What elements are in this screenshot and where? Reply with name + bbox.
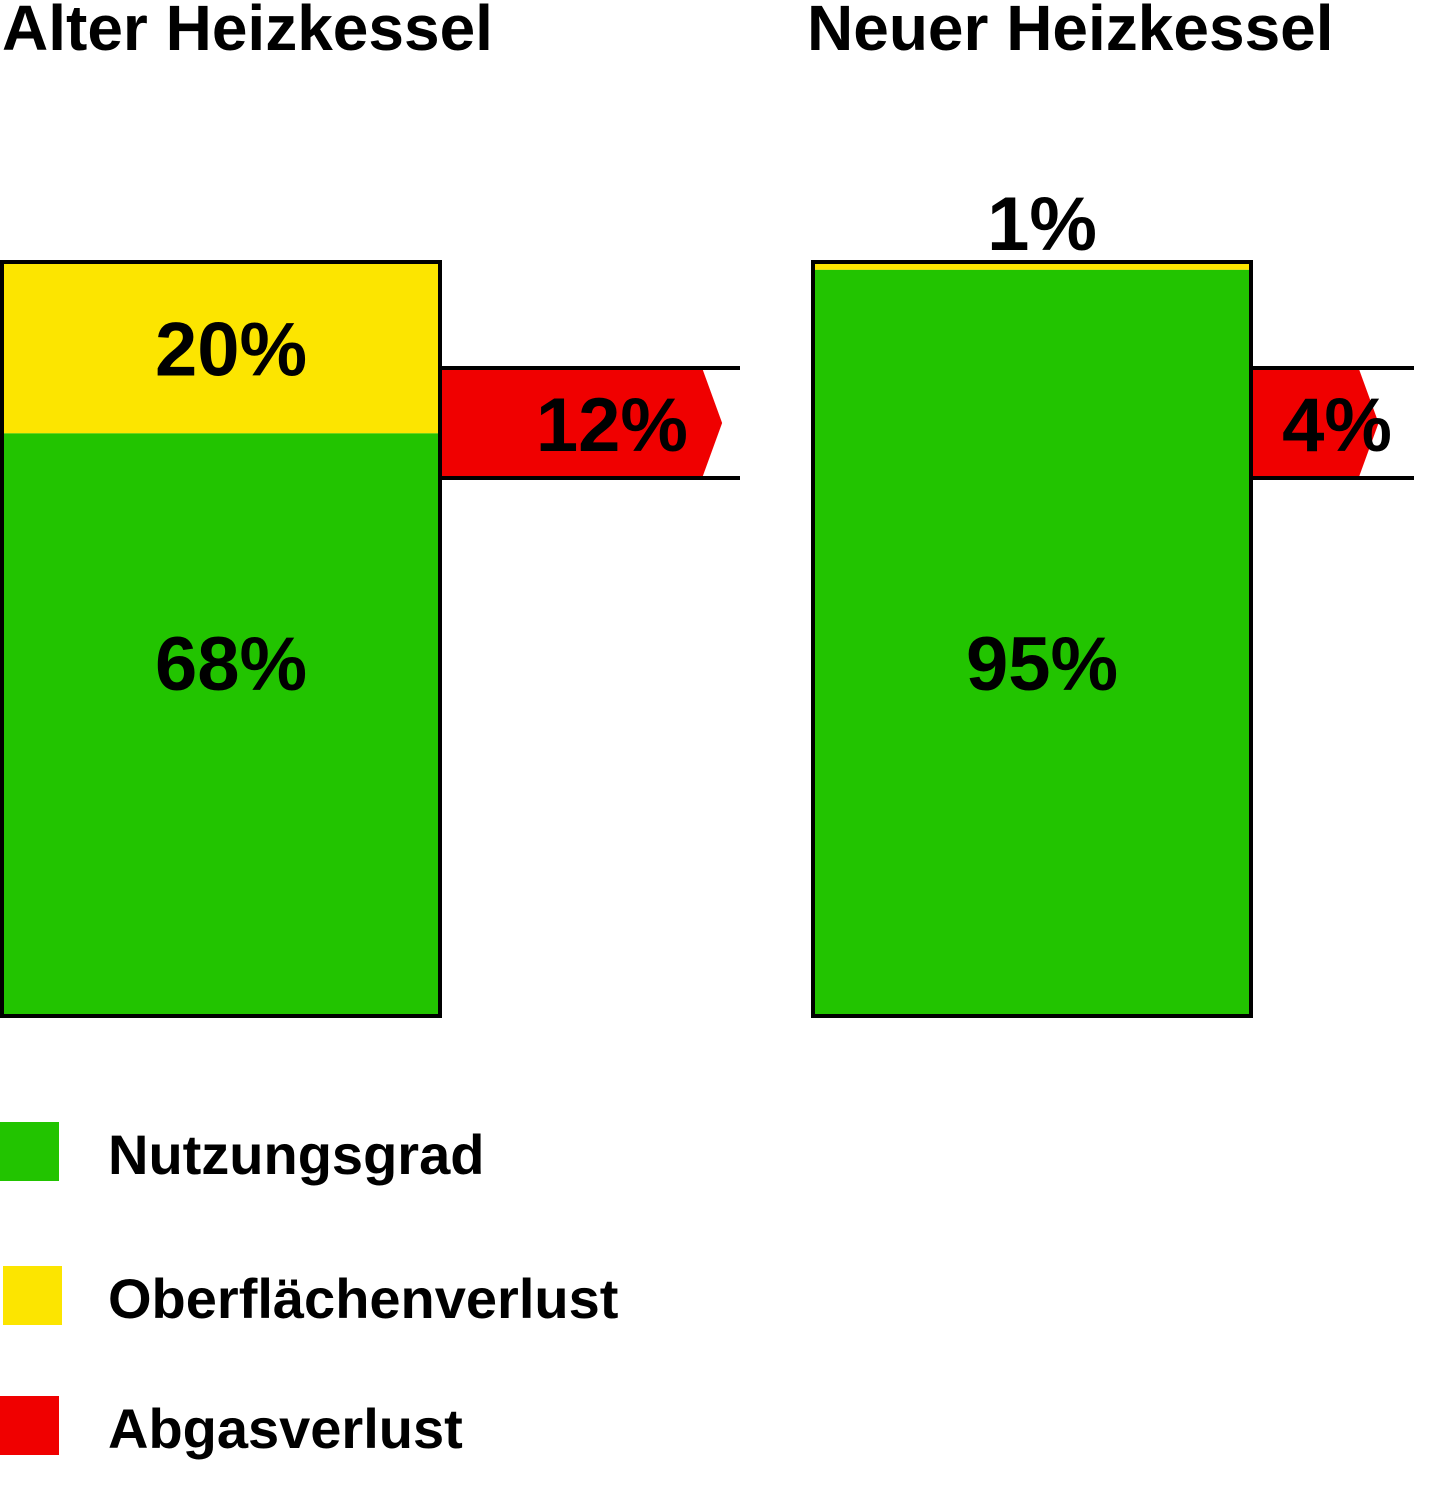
legend-item-oberflaechenverlust: Oberflächenverlust: [3, 1266, 618, 1330]
bar-segment-oberflaechenverlust-alter-heizkessel: [2, 262, 440, 434]
legend-label-nutzungsgrad: Nutzungsgrad: [108, 1123, 484, 1186]
legend-swatch-oberflaechenverlust: [3, 1266, 62, 1325]
bar-outline-alter-heizkessel: [0, 260, 442, 1018]
bar-segment-oberflaechenverlust-neuer-heizkessel: [813, 262, 1251, 270]
legend-item-abgasverlust: Abgasverlust: [0, 1396, 463, 1460]
bar-outline-neuer-heizkessel: [811, 260, 1253, 1018]
bar-segment-nutzungsgrad-neuer-heizkessel: [813, 269, 1251, 1017]
legend-swatch-nutzungsgrad: [0, 1122, 59, 1181]
legend-label-oberflaechenverlust: Oberflächenverlust: [108, 1267, 618, 1330]
bar-segment-abgasverlust-neuer-heizkessel: [1253, 368, 1379, 478]
legend-label-abgasverlust: Abgasverlust: [108, 1397, 463, 1460]
legend-item-nutzungsgrad: Nutzungsgrad: [0, 1122, 484, 1186]
legend: Nutzungsgrad Oberflächenverlust Abgasverlu…: [0, 1122, 618, 1460]
chart-panels: Alter Heizkessel 68% 20% 12% Neuer Heizkesse…: [0, 0, 1414, 1018]
panel-title-neuer-heizkessel: Neuer Heizkessel: [807, 0, 1334, 64]
label-abgasverlust-alter-heizkessel: 12%: [536, 383, 688, 468]
label-abgasverlust-neuer-heizkessel: 4%: [1282, 383, 1392, 468]
label-nutzungsgrad-neuer-heizkessel: 95%: [966, 622, 1118, 707]
label-nutzungsgrad-alter-heizkessel: 68%: [155, 622, 307, 707]
label-oberflaechenverlust-alter-heizkessel: 20%: [155, 308, 307, 393]
panel-alter-heizkessel: Alter Heizkessel 68% 20% 12%: [0, 0, 740, 1018]
label-oberflaechenverlust-neuer-heizkessel: 1%: [987, 182, 1097, 267]
panel-title-alter-heizkessel: Alter Heizkessel: [2, 0, 493, 64]
bar-segment-nutzungsgrad-alter-heizkessel: [2, 433, 440, 1016]
panel-neuer-heizkessel: Neuer Heizkessel 95% 1% 4%: [807, 0, 1414, 1018]
bar-segment-abgasverlust-alter-heizkessel: [442, 368, 723, 478]
legend-swatch-abgasverlust: [0, 1396, 59, 1455]
